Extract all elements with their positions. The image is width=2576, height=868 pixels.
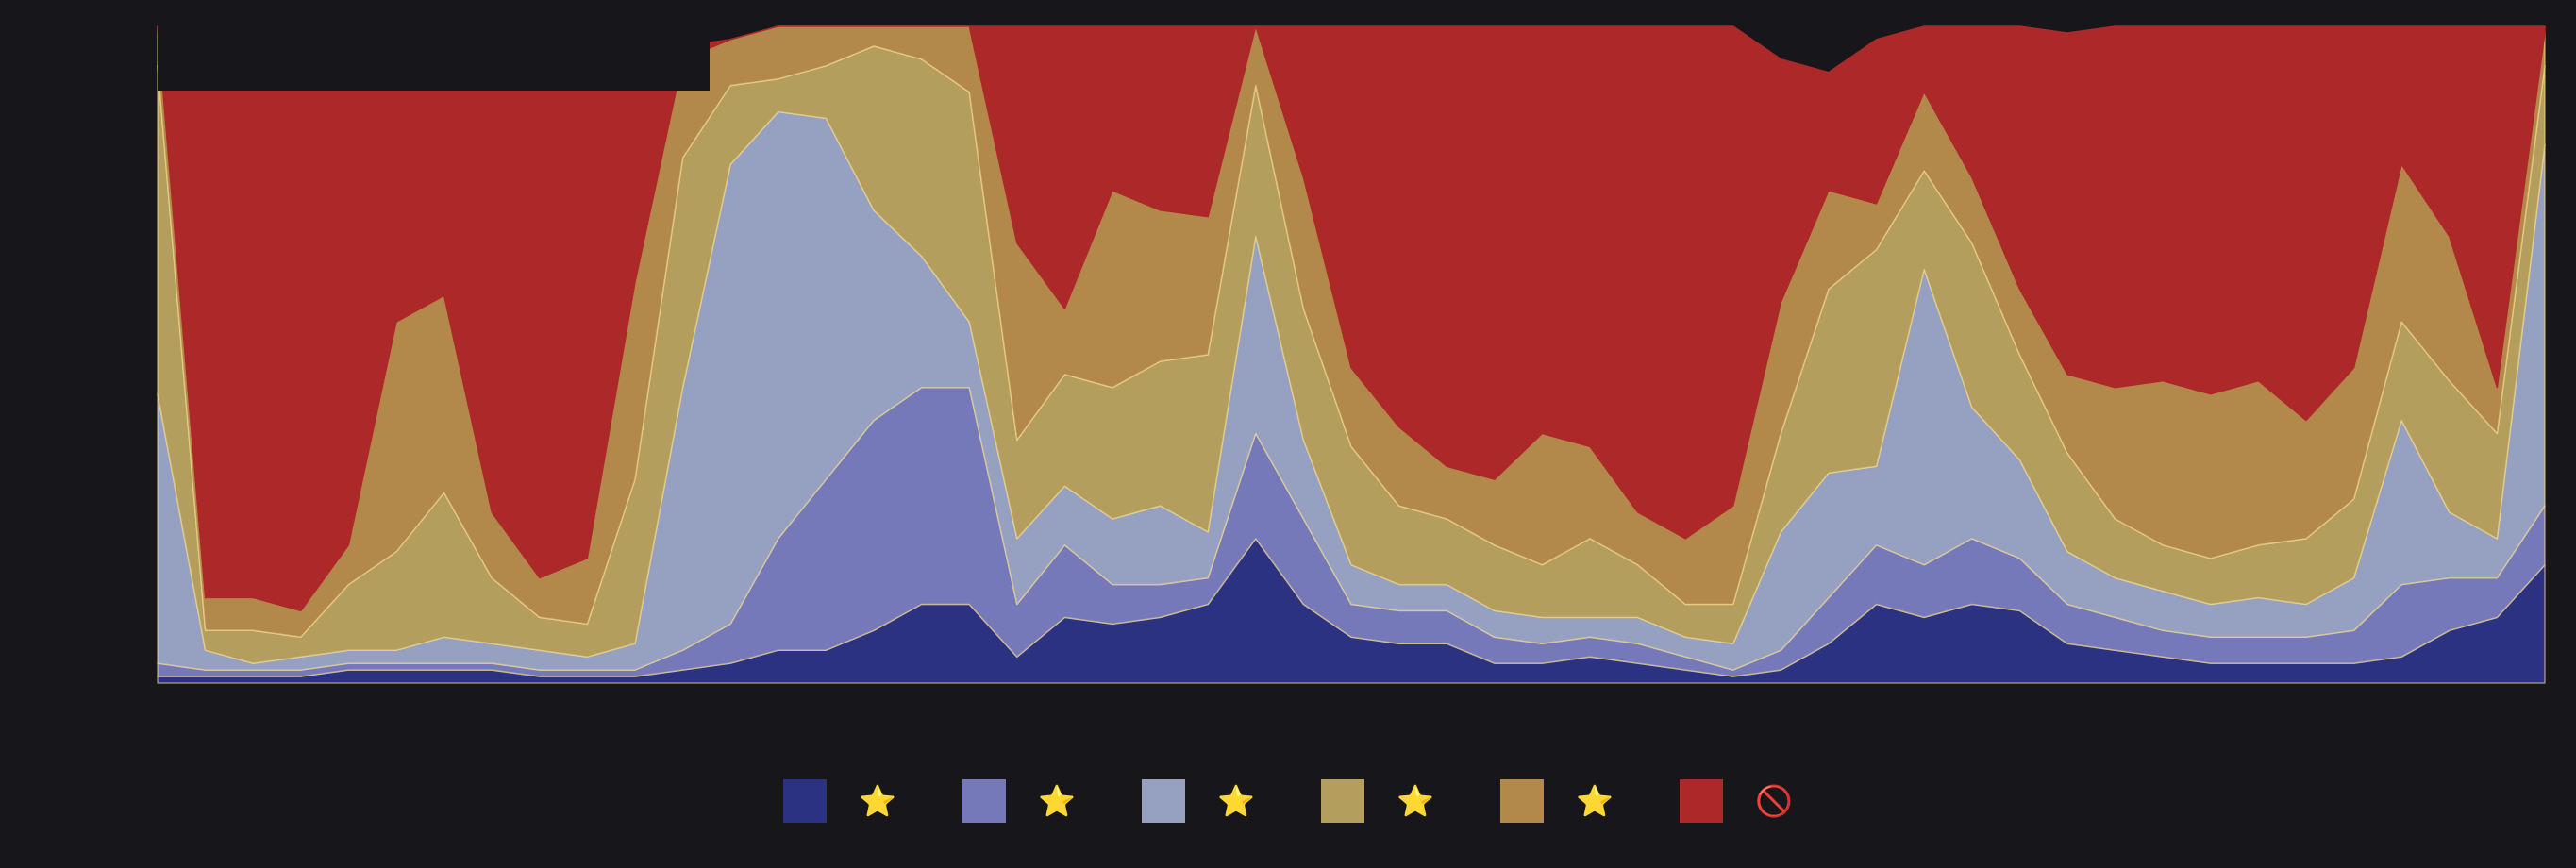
legend-item-6[interactable]: 🚫 — [1680, 779, 1793, 823]
legend-swatch — [1680, 779, 1723, 823]
legend-item-4[interactable]: ⭐ — [1321, 779, 1434, 823]
legend-swatch — [1500, 779, 1544, 823]
legend-item-2[interactable]: ⭐ — [962, 779, 1076, 823]
plot-corner-mask — [158, 25, 710, 91]
legend: ⭐ ⭐ ⭐ ⭐ ⭐ 🚫 — [0, 779, 2576, 823]
no-entry-icon: 🚫 — [1755, 783, 1793, 819]
star-icon: ⭐ — [1217, 783, 1255, 819]
legend-swatch — [783, 779, 827, 823]
legend-item-5[interactable]: ⭐ — [1500, 779, 1614, 823]
legend-item-3[interactable]: ⭐ — [1142, 779, 1255, 823]
star-icon: ⭐ — [1576, 783, 1614, 819]
star-icon: ⭐ — [1038, 783, 1076, 819]
area-series-6 — [157, 25, 2546, 612]
legend-swatch — [962, 779, 1006, 823]
legend-item-1[interactable]: ⭐ — [783, 779, 896, 823]
star-icon: ⭐ — [859, 783, 896, 819]
legend-swatch — [1321, 779, 1364, 823]
legend-swatch — [1142, 779, 1185, 823]
star-icon: ⭐ — [1397, 783, 1434, 819]
